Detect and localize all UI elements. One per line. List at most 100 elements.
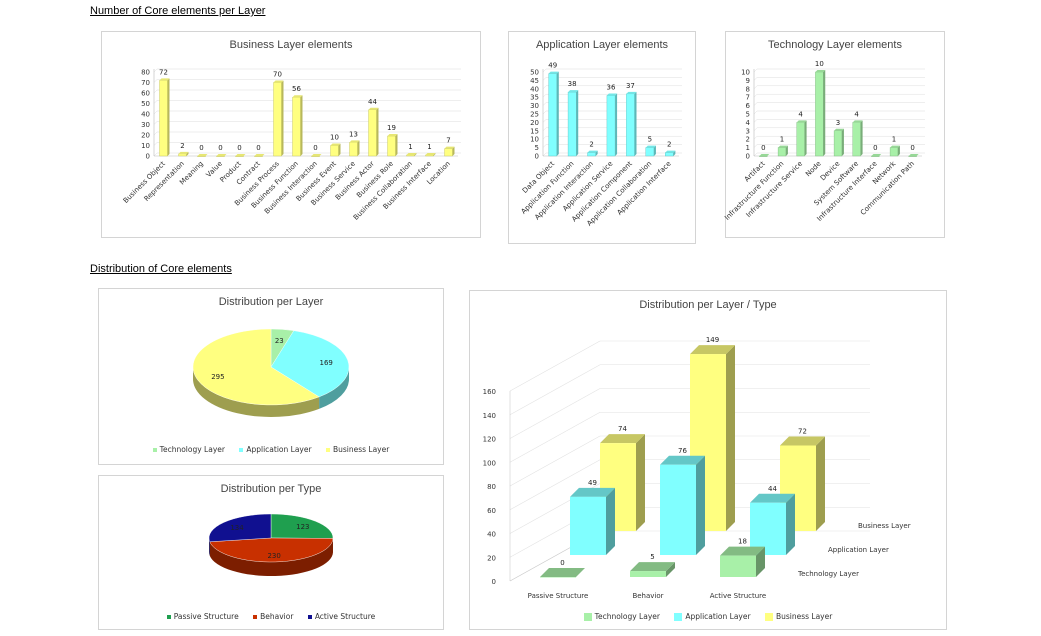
- data-label: 13: [349, 130, 358, 138]
- technology-layer-chart: Technology Layer elements 0 1 2 3 4 5 6 7 8 9 10 0 A…: [723, 31, 945, 238]
- bar-top: [871, 154, 882, 156]
- data-label: 56: [292, 85, 301, 93]
- bar: [626, 93, 635, 157]
- y-tick-label: 6: [746, 102, 751, 110]
- gridline-depth: [542, 144, 547, 148]
- legend-label: Application Layer: [685, 612, 751, 621]
- bar-side: [653, 145, 656, 156]
- bar: [815, 71, 824, 157]
- legend-label: Technology Layer: [594, 612, 660, 621]
- pie-slice: [270, 513, 334, 539]
- data-label: 74: [618, 425, 627, 433]
- gridline-depth: [153, 79, 158, 83]
- bar-top: [750, 493, 795, 503]
- x-tick-label: Passive Structure: [528, 592, 589, 600]
- gridline-depth: [542, 136, 547, 140]
- bar: [567, 91, 577, 157]
- distribution-per-layer-plot: 23 169 295: [192, 328, 350, 417]
- legend-item-passive: Passive Structure: [166, 612, 239, 621]
- bar: [178, 153, 187, 157]
- slice-label: 123: [296, 523, 309, 531]
- gridline-depth: [542, 77, 547, 81]
- bar-top: [690, 345, 735, 355]
- gridline-depth: [753, 152, 758, 157]
- legend-item-technology: Technology Layer: [583, 612, 660, 621]
- bar: [425, 154, 434, 157]
- gridline-depth: [753, 94, 758, 98]
- pie-slice-side: [193, 367, 320, 417]
- bar: [665, 152, 674, 157]
- legend-swatch: [253, 615, 258, 619]
- bar-top: [387, 134, 398, 137]
- y-tick-label: 120: [483, 436, 496, 444]
- bar-top: [330, 143, 341, 146]
- data-label: 1: [780, 136, 784, 144]
- bar: [871, 155, 880, 157]
- bar-top: [197, 154, 208, 156]
- data-label: 76: [678, 447, 687, 455]
- gridline-depth: [153, 121, 158, 125]
- series-axis-label: Technology Layer: [797, 570, 859, 578]
- data-label: 10: [815, 60, 824, 68]
- bar-top: [235, 154, 246, 156]
- bar: [387, 135, 396, 157]
- bar-top: [570, 487, 615, 497]
- bar-side: [433, 152, 436, 156]
- data-label: 149: [706, 336, 719, 344]
- legend-label: Behavior: [260, 612, 294, 621]
- bar: [777, 147, 787, 157]
- bar-top: [780, 436, 825, 446]
- data-label: 1: [892, 136, 896, 144]
- bar: [311, 155, 320, 157]
- y-tick-label: 20: [487, 554, 496, 562]
- gridline-depth: [753, 127, 758, 131]
- bar: [548, 73, 557, 157]
- bar-side: [696, 455, 705, 555]
- y-tick-label: 140: [483, 412, 496, 420]
- y-tick-label: 80: [141, 69, 150, 77]
- y-tick-label: 60: [487, 507, 496, 515]
- y-tick-label: 25: [530, 111, 539, 119]
- bar-top: [292, 95, 303, 98]
- gridline-depth: [153, 89, 158, 94]
- y-tick-label: 2: [746, 136, 750, 144]
- legend-item-business: Business Layer: [325, 445, 389, 454]
- legend-item-active: Active Structure: [307, 612, 376, 621]
- gridline-depth: [509, 435, 601, 487]
- bar: [273, 82, 282, 157]
- bar-side: [785, 145, 788, 156]
- bar-top: [815, 70, 826, 72]
- legend-label: Active Structure: [314, 612, 376, 621]
- bar-side: [556, 71, 559, 156]
- legend-item-technology: Technology Layer: [152, 445, 225, 454]
- bar-top: [645, 145, 656, 148]
- y-tick-label: 0: [146, 153, 150, 161]
- bar: [159, 80, 168, 157]
- data-label: 49: [588, 479, 597, 487]
- data-label: 18: [738, 538, 747, 546]
- bar-side: [576, 90, 579, 156]
- y-tick-label: 40: [530, 85, 539, 93]
- data-label: 2: [589, 141, 593, 149]
- bar-top: [568, 90, 579, 93]
- bar: [630, 571, 666, 577]
- bar-top: [254, 154, 265, 156]
- bar-side: [897, 145, 900, 156]
- gridline-depth: [753, 68, 758, 73]
- bar-side: [673, 150, 676, 156]
- bar-top: [778, 145, 788, 148]
- slice-label: 295: [211, 373, 224, 381]
- distribution-per-type-chart: Distribution per Type 123 230 134 Passive …: [98, 475, 444, 630]
- business-layer-chart: Business Layer elements 0 10 20 30 40 50 60 70 8…: [101, 31, 481, 238]
- data-label: 0: [873, 144, 877, 152]
- chart-title: Distribution per Type: [220, 483, 322, 495]
- bar-top: [759, 154, 770, 156]
- legend-swatch: [764, 613, 773, 621]
- bar-top: [890, 145, 900, 148]
- bar-side: [615, 93, 618, 156]
- bar-top: [311, 154, 322, 156]
- gridline-depth: [153, 152, 158, 157]
- y-tick-label: 3: [746, 127, 750, 135]
- pie-slice: [270, 330, 350, 398]
